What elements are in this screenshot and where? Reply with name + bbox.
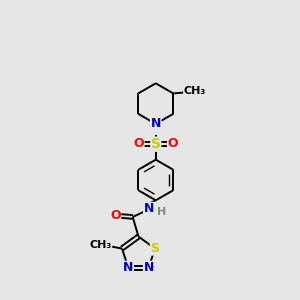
Text: CH₃: CH₃	[89, 240, 112, 250]
Text: N: N	[123, 261, 134, 274]
Text: N: N	[143, 261, 154, 274]
Text: S: S	[150, 242, 159, 255]
Text: S: S	[151, 137, 161, 151]
Text: CH₃: CH₃	[184, 86, 206, 96]
Text: O: O	[134, 137, 144, 150]
Text: N: N	[144, 202, 154, 215]
Text: H: H	[158, 207, 166, 217]
Text: N: N	[151, 117, 161, 130]
Text: O: O	[167, 137, 178, 150]
Text: O: O	[110, 209, 121, 222]
Text: N: N	[151, 121, 161, 134]
